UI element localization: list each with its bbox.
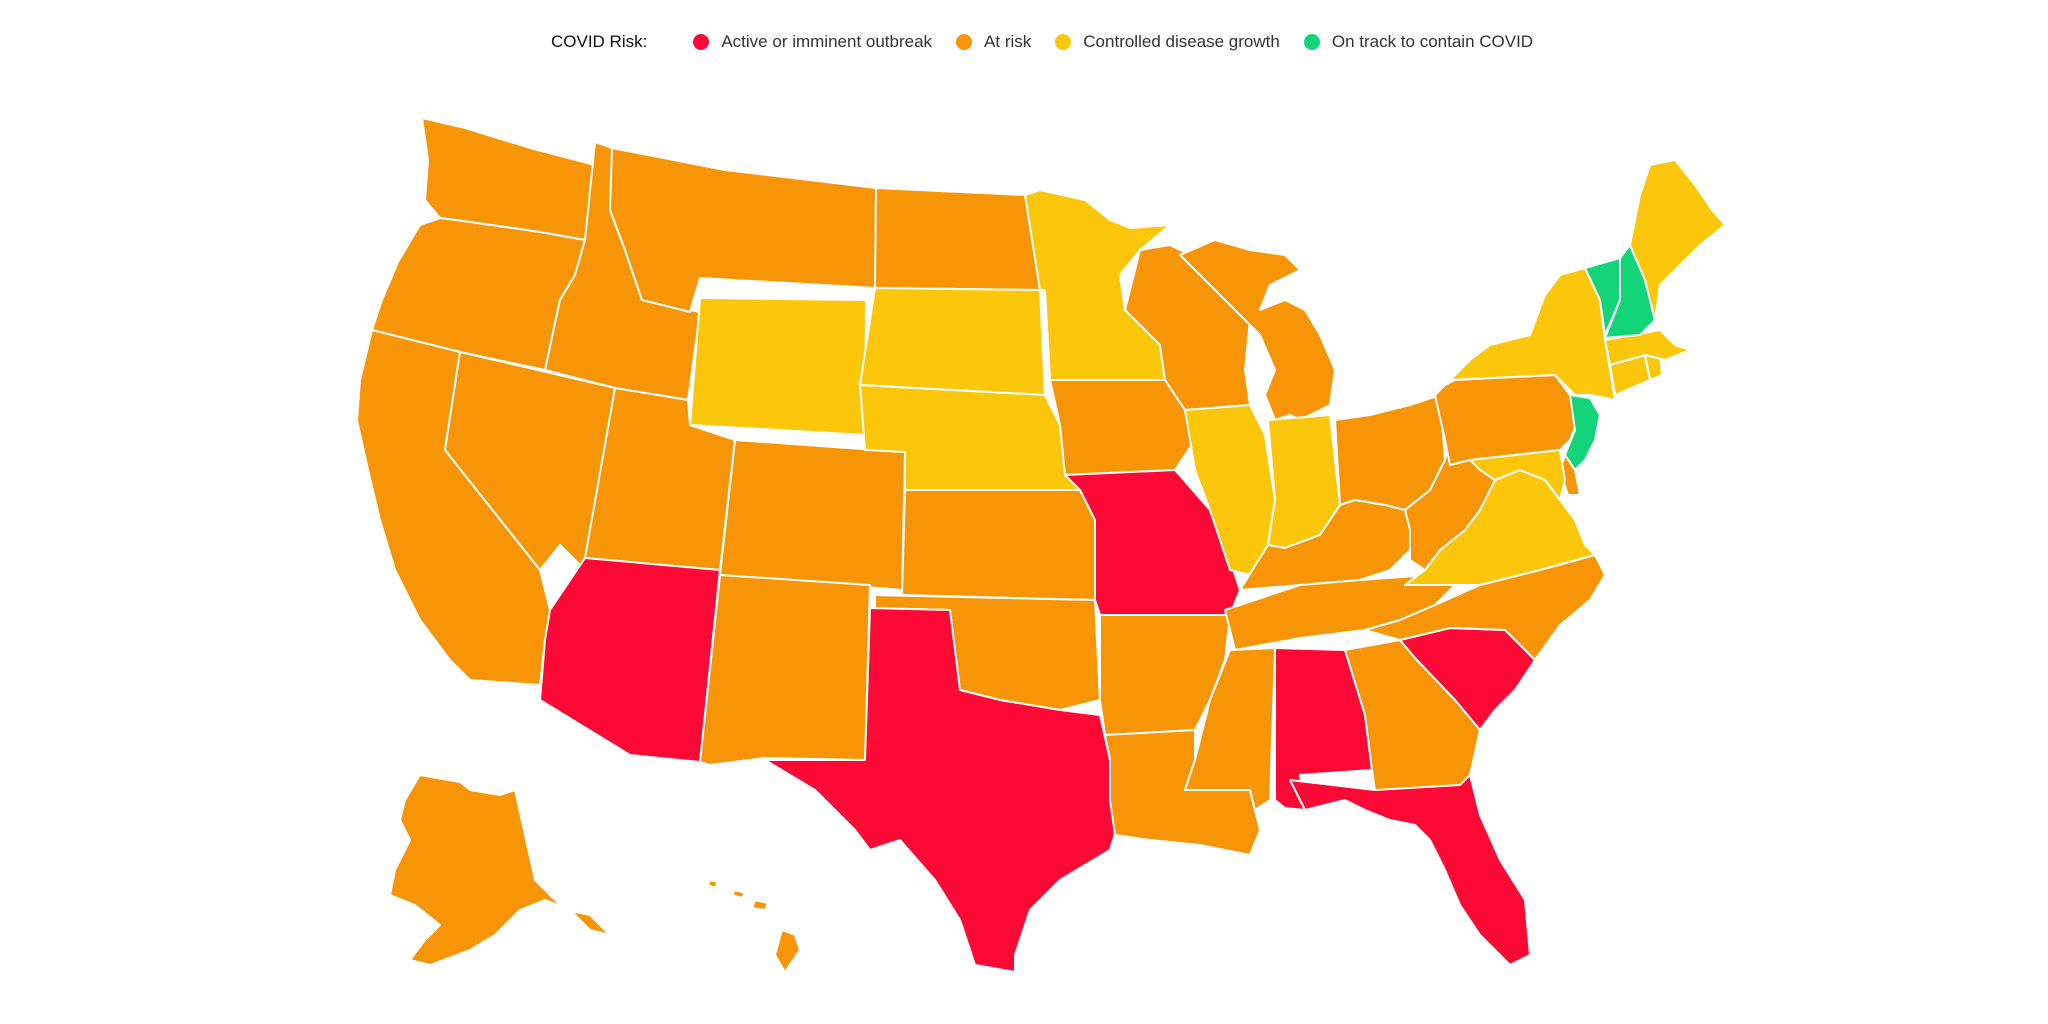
state-wy bbox=[689, 297, 867, 436]
state-hi bbox=[707, 879, 801, 973]
state-co bbox=[719, 439, 906, 591]
state-mt bbox=[609, 147, 877, 313]
state-nm bbox=[699, 574, 871, 766]
legend-item-controlled: Controlled disease growth bbox=[1055, 32, 1280, 52]
state-az bbox=[539, 557, 721, 763]
legend-label: Controlled disease growth bbox=[1083, 32, 1280, 51]
legend-dot-icon bbox=[693, 34, 710, 50]
state-fl bbox=[1289, 774, 1531, 966]
state-mi bbox=[1179, 239, 1336, 421]
state-ak bbox=[389, 774, 611, 966]
legend-item-active: Active or imminent outbreak bbox=[693, 32, 932, 52]
state-ma bbox=[1604, 329, 1691, 366]
state-ks bbox=[901, 489, 1096, 601]
state-ia bbox=[1049, 379, 1196, 476]
legend-title: COVID Risk: bbox=[551, 32, 648, 51]
state-mn bbox=[1024, 189, 1171, 381]
legend-label: On track to contain COVID bbox=[1331, 32, 1534, 51]
legend: COVID Risk: Active or imminent outbreak … bbox=[551, 30, 1557, 54]
legend-item-track: On track to contain COVID bbox=[1303, 32, 1534, 52]
state-nj bbox=[1564, 394, 1601, 471]
state-md bbox=[1469, 449, 1566, 501]
state-me bbox=[1629, 159, 1726, 321]
legend-dot-icon bbox=[956, 34, 973, 50]
legend-label: Active or imminent outbreak bbox=[721, 32, 933, 51]
state-ms bbox=[1184, 647, 1276, 811]
legend-label: At risk bbox=[984, 32, 1032, 51]
legend-dot-icon bbox=[1303, 34, 1320, 50]
legend-dot-icon bbox=[1055, 34, 1072, 50]
state-sd bbox=[859, 287, 1046, 396]
state-nd bbox=[874, 187, 1041, 291]
state-nc bbox=[1364, 554, 1606, 661]
state-tx bbox=[764, 607, 1126, 973]
states-layer bbox=[356, 117, 1726, 973]
legend-item-risk: At risk bbox=[956, 32, 1031, 52]
